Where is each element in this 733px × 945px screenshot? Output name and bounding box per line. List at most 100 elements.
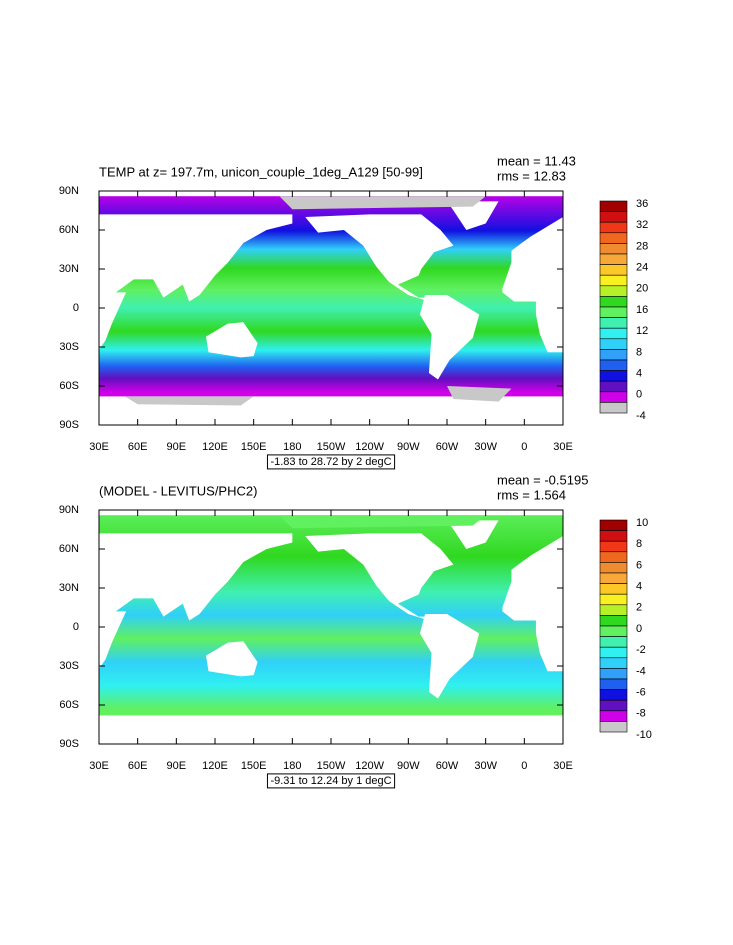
lon-label: 120E <box>202 441 228 453</box>
colorbar-box <box>599 699 628 712</box>
colorbar-label: 0 <box>636 389 642 401</box>
colorbar-label: 32 <box>636 219 648 231</box>
lon-label: 60E <box>128 441 148 453</box>
lon-label: 120W <box>355 441 384 453</box>
lon-label: 180 <box>283 760 301 772</box>
colorbar-box <box>599 338 628 350</box>
lon-label: 90W <box>397 441 420 453</box>
colorbar-box <box>599 689 628 701</box>
lon-label: 150E <box>241 441 267 453</box>
lon-label: 30E <box>89 760 109 772</box>
colorbar-box <box>599 402 628 414</box>
colorbar-box <box>599 668 628 680</box>
lat-label: 0 <box>73 302 79 314</box>
lon-label: 150E <box>241 760 267 772</box>
colorbar-box <box>599 296 628 308</box>
colorbar-box <box>599 615 628 627</box>
lon-label: 30W <box>474 441 497 453</box>
panel-title: (MODEL - LEVITUS/PHC2) <box>99 483 257 498</box>
lat-label: 90S <box>59 419 79 431</box>
lon-label: 0 <box>521 760 527 772</box>
colorbar-label: -4 <box>636 410 646 422</box>
colorbar-label: -4 <box>636 665 646 677</box>
colorbar-box <box>599 243 628 255</box>
lat-label: 30S <box>59 341 79 353</box>
panel-bottom <box>98 509 564 745</box>
colorbar-box <box>599 327 628 340</box>
colorbar-box <box>599 306 628 318</box>
rms-label: rms = 1.564 <box>497 487 566 502</box>
lat-label: 0 <box>73 621 79 633</box>
colorbar-box <box>599 317 628 329</box>
colorbar-box <box>599 562 628 574</box>
colorbar-label: -2 <box>636 644 646 656</box>
lat-label: 60S <box>59 699 79 711</box>
colorbar-box <box>599 646 628 659</box>
lon-label: 90W <box>397 760 420 772</box>
panel-top <box>98 190 564 426</box>
colorbar-label: 8 <box>636 538 642 550</box>
colorbar-label: 12 <box>636 325 648 337</box>
lat-label: 60N <box>59 543 79 555</box>
colorbar-box <box>599 519 628 531</box>
colorbar-box <box>599 253 628 265</box>
range-note-box <box>266 773 396 789</box>
lat-label: 60S <box>59 380 79 392</box>
lon-label: 0 <box>521 441 527 453</box>
colorbar-label: 0 <box>636 623 642 635</box>
colorbar-box <box>599 370 628 382</box>
lon-label: 30E <box>553 441 573 453</box>
colorbar-box <box>599 380 628 393</box>
lat-label: 90N <box>59 185 79 197</box>
colorbar-label: 24 <box>636 262 648 274</box>
colorbar-box <box>599 264 628 276</box>
lon-label: 150W <box>317 760 346 772</box>
colorbar-box <box>599 540 628 553</box>
mean-label: mean = 11.43 <box>497 153 576 168</box>
colorbar-box <box>599 636 628 648</box>
range-note-box <box>266 454 396 470</box>
colorbar-box <box>599 593 628 606</box>
lat-label: 30N <box>59 263 79 275</box>
colorbar-box <box>599 721 628 733</box>
rms-label: rms = 12.83 <box>497 168 566 183</box>
colorbar-box <box>599 625 628 637</box>
colorbar-box <box>599 232 628 244</box>
colorbar-label: 4 <box>636 368 642 380</box>
colorbar-box <box>599 678 628 690</box>
lon-label: 60W <box>436 441 459 453</box>
land <box>99 191 564 425</box>
colorbar-label: 2 <box>636 602 642 614</box>
colorbar-box <box>599 551 628 563</box>
land <box>99 510 564 744</box>
colorbar-box <box>599 391 628 403</box>
colorbar-box <box>599 200 628 212</box>
lat-label: 90N <box>59 504 79 516</box>
lon-label: 150W <box>317 441 346 453</box>
lon-label: 30E <box>89 441 109 453</box>
lat-label: 30S <box>59 660 79 672</box>
mean-label: mean = -0.5195 <box>497 472 588 487</box>
lon-label: 30E <box>553 760 573 772</box>
colorbar-box <box>599 285 628 297</box>
lon-label: 90E <box>167 760 187 772</box>
lon-label: 120E <box>202 760 228 772</box>
lat-label: 60N <box>59 224 79 236</box>
colorbar-label: 28 <box>636 240 648 252</box>
colorbar-box <box>599 221 628 234</box>
colorbar-label: 20 <box>636 283 648 295</box>
colorbar-box <box>599 530 628 542</box>
colorbar-label: 8 <box>636 346 642 358</box>
colorbar-box <box>599 359 628 371</box>
colorbar-label: -8 <box>636 708 646 720</box>
lon-label: 180 <box>283 441 301 453</box>
colorbar-label: 10 <box>636 517 648 529</box>
colorbar-box <box>599 572 628 584</box>
lon-label: 30W <box>474 760 497 772</box>
panel-title: TEMP at z= 197.7m, unicon_couple_1deg_A1… <box>99 164 423 179</box>
colorbar-box <box>599 657 628 669</box>
colorbar-label: 6 <box>636 559 642 571</box>
colorbar-box <box>599 710 628 722</box>
